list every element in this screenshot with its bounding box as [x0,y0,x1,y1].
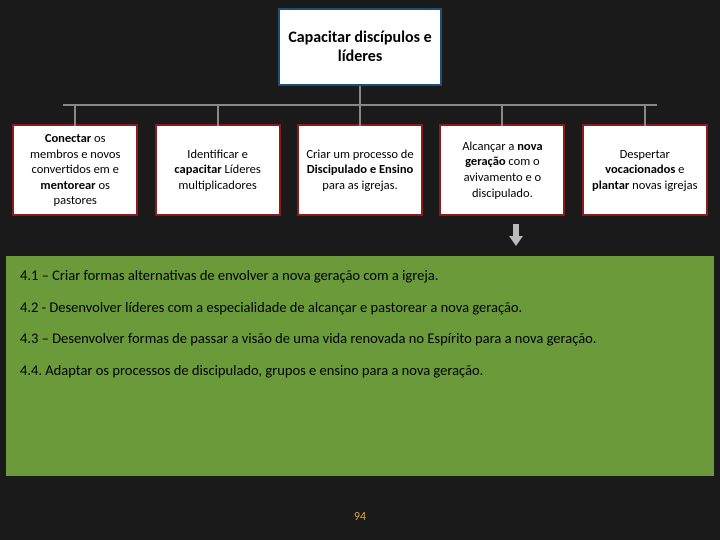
child-node-4: Despertar vocacionados e plantar novas i… [582,124,708,216]
page-number: 94 [0,510,720,524]
child-node-0-text: Conectar os membros e novos convertidos … [20,131,130,209]
detail-item-1: 4.2 - Desenvolver líderes com a especial… [20,298,700,318]
child-node-1: Identificar e capacitar Líderes multipli… [155,124,281,216]
connector-child-4 [644,106,646,126]
detail-item-2: 4.3 – Desenvolver formas de passar a vis… [20,329,700,349]
root-node-text: Capacitar discípulos e líderes [284,28,436,66]
child-row: Conectar os membros e novos convertidos … [0,124,720,216]
detail-item-0: 4.1 – Criar formas alternativas de envol… [20,266,700,286]
child-node-3-text: Alcançar a nova geração com o avivamento… [447,139,557,202]
root-node: Capacitar discípulos e líderes [278,8,442,86]
detail-item-3: 4.4. Adaptar os processos de discipulado… [20,361,700,381]
child-node-2: Criar um processo de Discipulado e Ensin… [297,124,423,216]
connector-child-0 [74,106,76,126]
connector-child-3 [501,106,503,126]
connector-child-1 [217,106,219,126]
arrow-down-icon [509,224,523,248]
child-node-4-text: Despertar vocacionados e plantar novas i… [590,147,700,194]
detail-panel: 4.1 – Criar formas alternativas de envol… [6,256,714,476]
child-node-2-text: Criar um processo de Discipulado e Ensin… [305,147,415,194]
child-node-3: Alcançar a nova geração com o avivamento… [439,124,565,216]
connector-child-2 [359,106,361,126]
child-node-0: Conectar os membros e novos convertidos … [12,124,138,216]
connector-main-vertical [359,86,361,104]
child-node-1-text: Identificar e capacitar Líderes multipli… [163,147,273,194]
